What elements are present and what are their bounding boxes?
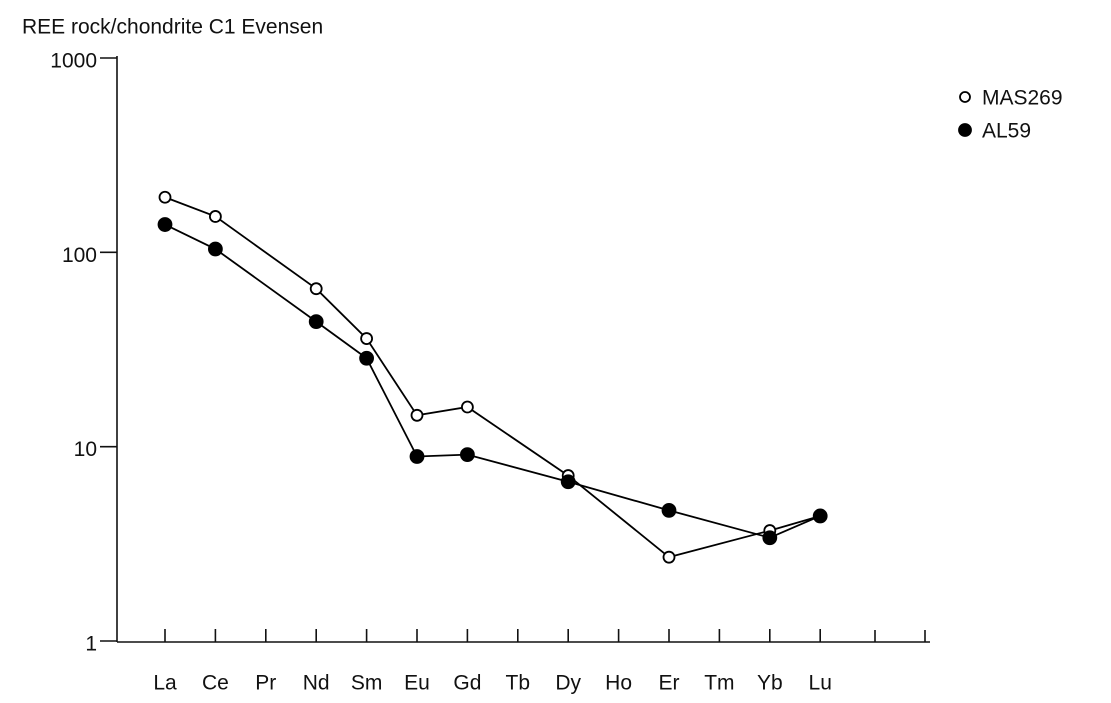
series-line (164, 196, 821, 559)
series-line (164, 223, 821, 539)
x-tick-label: Tm (704, 672, 734, 695)
data-point (662, 550, 676, 564)
x-tick-label: Er (659, 672, 680, 695)
legend-label: AL59 (982, 120, 1031, 143)
data-point (762, 530, 778, 546)
data-point (560, 474, 576, 490)
x-tick-label: La (153, 672, 177, 695)
data-point (812, 508, 828, 524)
x-tick-label: Sm (351, 672, 383, 695)
x-tick-label: Ho (605, 672, 632, 695)
y-tick-label: 1 (85, 633, 97, 656)
x-tick-label: Nd (303, 672, 330, 695)
y-tick-label: 1000 (50, 50, 97, 73)
chart-title: REE rock/chondrite C1 Evensen (22, 16, 323, 39)
y-tick-label: 10 (74, 438, 97, 461)
x-tick-label: Lu (809, 672, 832, 695)
data-point (308, 314, 324, 330)
data-point (459, 447, 475, 463)
data-point (460, 400, 474, 414)
x-tick-label: Yb (757, 672, 783, 695)
legend-label: MAS269 (982, 87, 1063, 110)
x-tick-label: Pr (255, 672, 276, 695)
data-point (207, 241, 223, 257)
x-tick-label: Dy (555, 672, 581, 695)
data-point (410, 408, 424, 422)
data-point (359, 350, 375, 366)
x-tick-label: Gd (453, 672, 481, 695)
x-tick-label: Ce (202, 672, 229, 695)
legend-marker (959, 91, 971, 103)
y-tick-label: 100 (62, 244, 97, 267)
data-point (360, 332, 374, 345)
data-point (158, 190, 172, 204)
legend-marker (958, 123, 972, 137)
data-point (157, 217, 173, 232)
x-tick-label: Eu (404, 672, 430, 695)
data-point (661, 502, 677, 518)
x-tick-label: Tb (506, 672, 531, 695)
data-point (409, 449, 425, 464)
data-point (208, 210, 222, 223)
data-point (309, 282, 323, 296)
